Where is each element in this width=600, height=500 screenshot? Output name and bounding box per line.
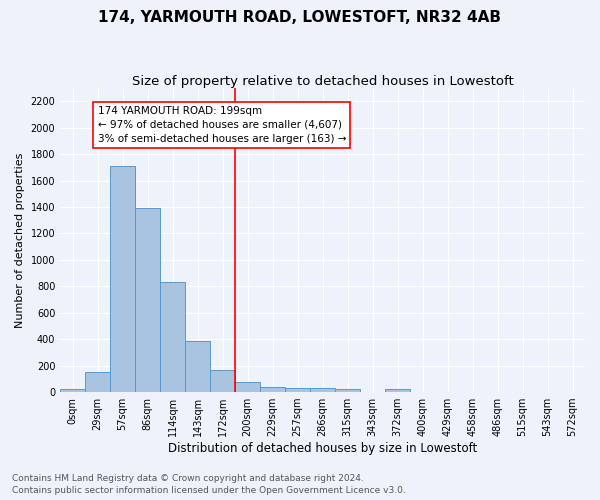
- Bar: [110, 166, 135, 392]
- Bar: [260, 388, 285, 392]
- Bar: [210, 370, 235, 392]
- Bar: [310, 388, 335, 392]
- Title: Size of property relative to detached houses in Lowestoft: Size of property relative to detached ho…: [132, 75, 514, 88]
- Bar: [335, 390, 360, 392]
- Bar: [85, 372, 110, 392]
- Bar: [185, 340, 210, 392]
- Bar: [285, 388, 310, 392]
- Text: Contains HM Land Registry data © Crown copyright and database right 2024.
Contai: Contains HM Land Registry data © Crown c…: [12, 474, 406, 495]
- X-axis label: Distribution of detached houses by size in Lowestoft: Distribution of detached houses by size …: [168, 442, 477, 455]
- Bar: [160, 282, 185, 392]
- Bar: [385, 390, 410, 392]
- Y-axis label: Number of detached properties: Number of detached properties: [15, 152, 25, 328]
- Text: 174, YARMOUTH ROAD, LOWESTOFT, NR32 4AB: 174, YARMOUTH ROAD, LOWESTOFT, NR32 4AB: [98, 10, 502, 25]
- Bar: [135, 208, 160, 392]
- Text: 174 YARMOUTH ROAD: 199sqm
← 97% of detached houses are smaller (4,607)
3% of sem: 174 YARMOUTH ROAD: 199sqm ← 97% of detac…: [98, 106, 346, 144]
- Bar: [235, 382, 260, 392]
- Bar: [60, 390, 85, 392]
